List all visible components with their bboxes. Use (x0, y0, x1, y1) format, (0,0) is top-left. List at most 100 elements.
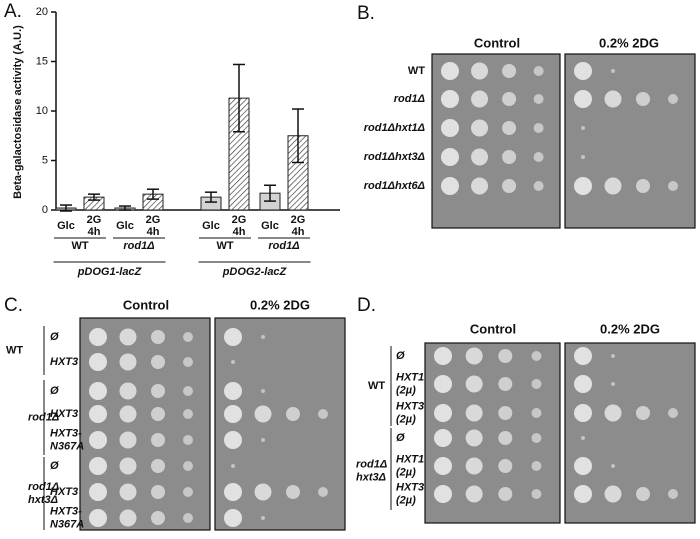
x-tick-label: 2G 4h (86, 214, 102, 238)
y-tick-label: 20 (36, 6, 48, 18)
spot (498, 406, 513, 420)
spot (574, 90, 592, 108)
spot (531, 461, 542, 471)
spot (254, 483, 272, 501)
spot (668, 94, 678, 104)
spot (465, 429, 483, 447)
spot (574, 404, 592, 422)
row-label: WT (368, 380, 385, 392)
spot (231, 464, 235, 468)
spot (286, 407, 300, 421)
spot (574, 177, 592, 195)
spot (465, 404, 483, 422)
spot (89, 353, 107, 371)
row-label: rod1Δ (356, 458, 387, 470)
x-tick-label: 2G 4h (145, 214, 161, 238)
spot (471, 119, 489, 137)
row-label: N367A (50, 518, 84, 530)
spot (119, 353, 137, 371)
category-label: rod1Δ (268, 240, 299, 252)
spot (89, 382, 107, 400)
row-label: N367A (50, 440, 84, 452)
row-label: HXT3 (50, 486, 78, 498)
plate (564, 53, 696, 229)
row-label: Ø (396, 350, 405, 362)
spot (119, 431, 137, 449)
spot (471, 90, 489, 108)
y-tick-label: 5 (42, 154, 48, 166)
row-label: HXT1 (396, 453, 424, 465)
column-header: Control (470, 321, 516, 336)
spot (533, 66, 544, 76)
spot (434, 347, 452, 365)
spot (434, 485, 452, 503)
spot (254, 405, 272, 423)
spot (183, 409, 193, 419)
spot (636, 179, 650, 193)
row-label: HXT1 (396, 371, 424, 383)
panel-letter: A. (4, 1, 22, 22)
spot (183, 357, 193, 367)
spot (498, 459, 513, 473)
x-tick-label: Glc (202, 220, 220, 232)
spot (151, 384, 165, 398)
error-bar (60, 204, 72, 212)
spot (151, 433, 165, 447)
spot (668, 408, 678, 418)
error-bar (147, 188, 159, 200)
spot (465, 347, 483, 365)
spot (224, 431, 242, 449)
spot (668, 181, 678, 191)
spot (498, 349, 513, 363)
row-label: Ø (396, 432, 405, 444)
spot (533, 181, 544, 191)
row-label: Ø (50, 460, 59, 472)
spot (498, 487, 513, 501)
spot (611, 382, 615, 386)
row-label: WT (408, 65, 425, 77)
column-header: Control (123, 297, 169, 312)
spot (636, 92, 650, 106)
row-label: HXT3 (50, 408, 78, 420)
x-tick-label: 2G 4h (231, 214, 247, 238)
spot (183, 513, 193, 523)
spot (502, 150, 517, 164)
spot (668, 489, 678, 499)
spot (531, 351, 542, 361)
row-label: (2µ) (396, 384, 416, 396)
spot (151, 407, 165, 421)
spot (434, 429, 452, 447)
spot (89, 457, 107, 475)
spot (434, 457, 452, 475)
spot (224, 328, 242, 346)
spot (531, 408, 542, 418)
row-label: rod1Δhxt1Δ (364, 122, 425, 134)
spot (581, 436, 585, 440)
spot (533, 94, 544, 104)
spot (89, 431, 107, 449)
row-label: WT (6, 344, 23, 356)
spot (224, 382, 242, 400)
category-label: rod1Δ (123, 240, 154, 252)
error-bar (264, 184, 276, 202)
spot (581, 155, 585, 159)
spot (502, 121, 517, 135)
spot (434, 404, 452, 422)
panel-letter: B. (357, 3, 375, 24)
y-tick-label: 15 (36, 55, 48, 67)
row-label: HXT3 (50, 356, 78, 368)
spot (261, 438, 265, 442)
spot (465, 485, 483, 503)
spot (183, 332, 193, 342)
spot (465, 375, 483, 393)
row-label: HXT3 (396, 400, 424, 412)
spot (89, 405, 107, 423)
x-tick-label: Glc (116, 220, 134, 232)
spot (498, 377, 513, 391)
spot (604, 90, 622, 108)
error-bar (233, 63, 245, 133)
spot (286, 485, 300, 499)
row-label: HXT3- (50, 505, 82, 517)
spot (224, 405, 242, 423)
